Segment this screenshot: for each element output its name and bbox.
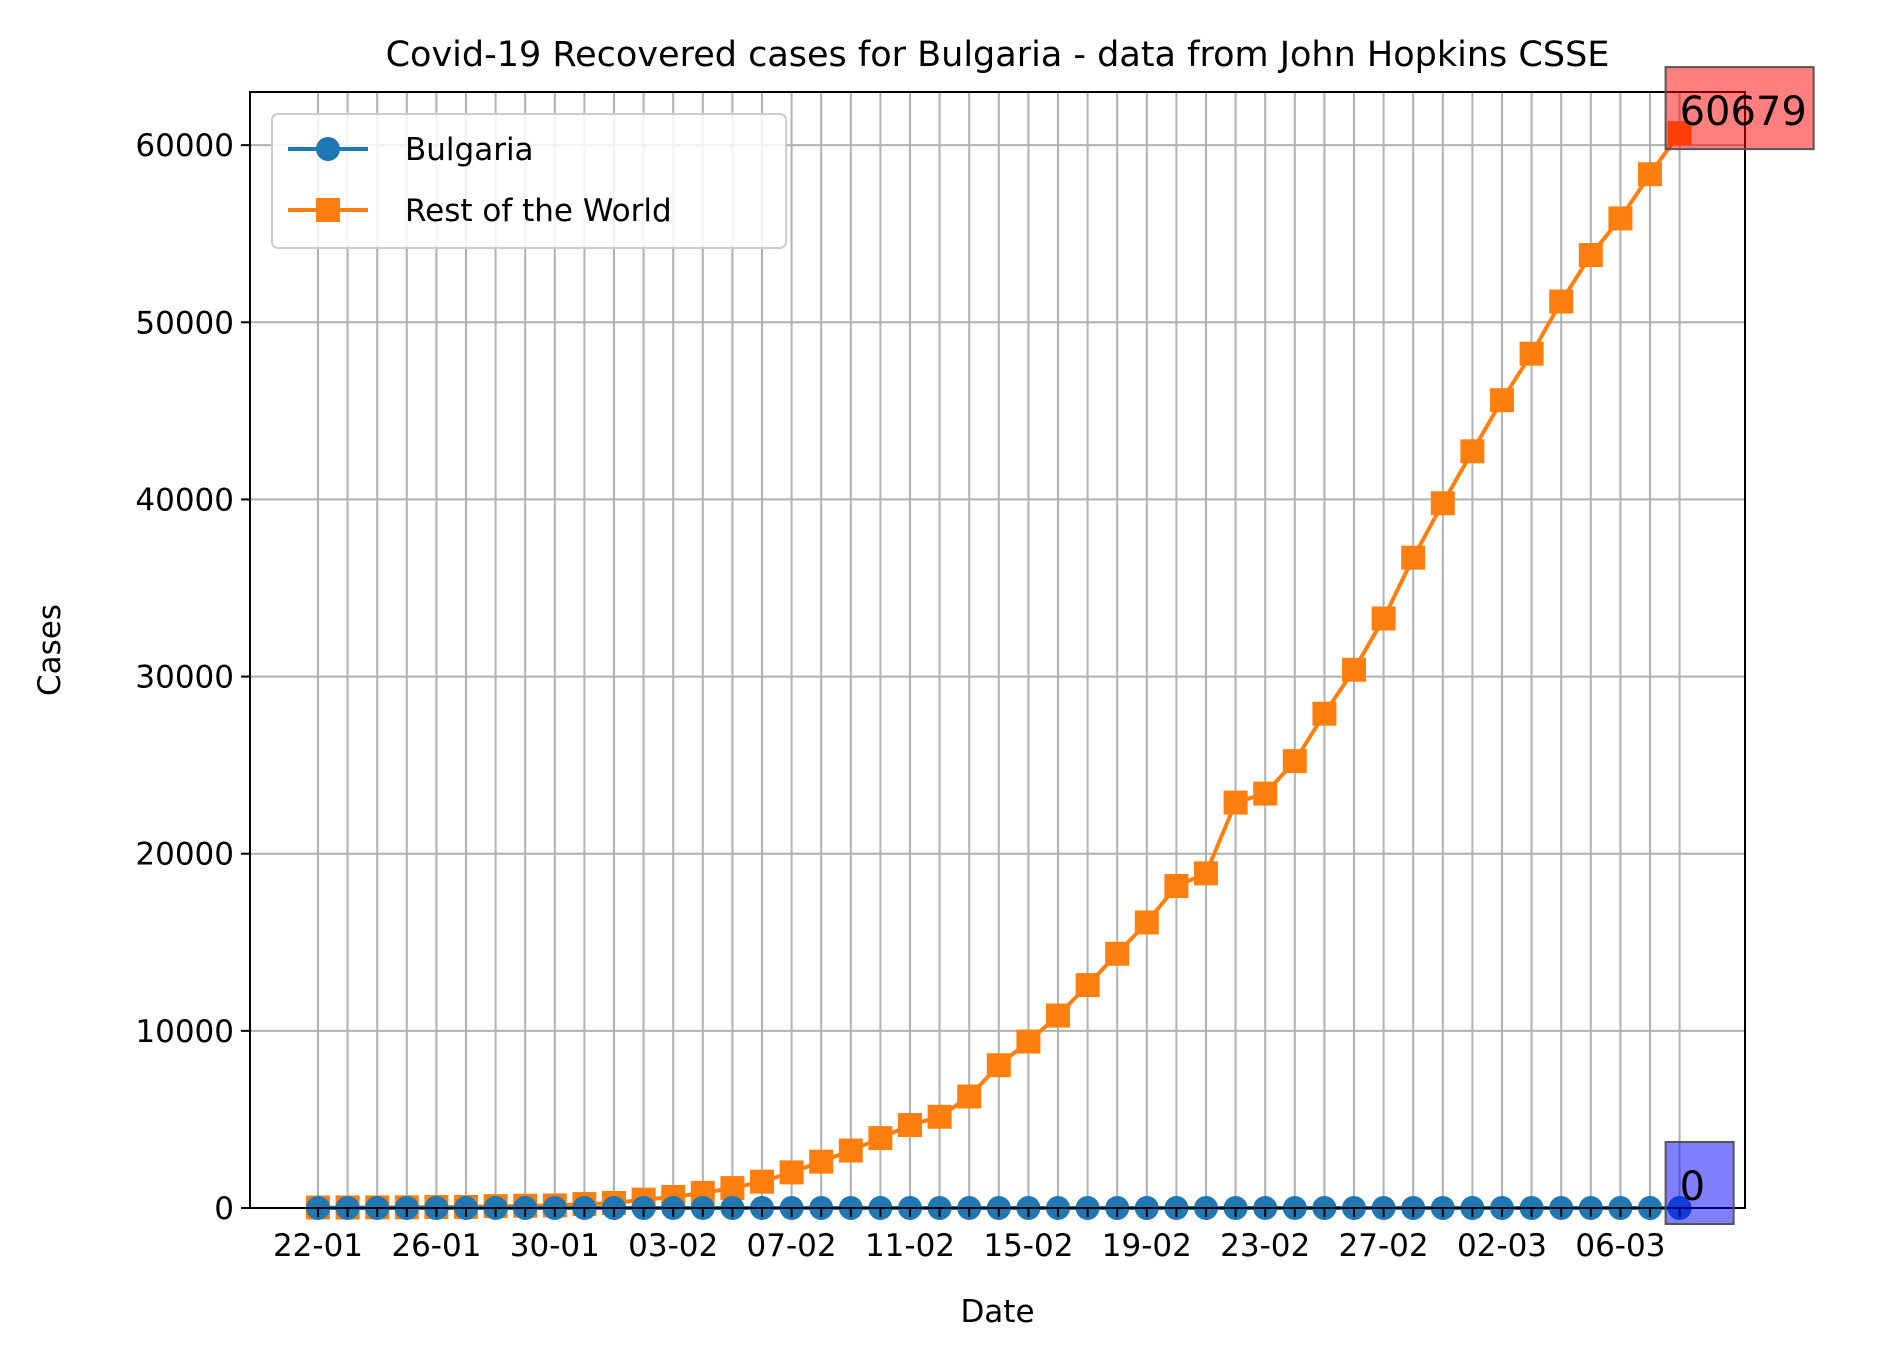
data-point	[1016, 1029, 1041, 1054]
data-point	[1519, 341, 1544, 366]
chart-title: Covid-19 Recovered cases for Bulgaria - …	[386, 35, 1610, 75]
ticks: 22-01 26-01 30-01 03-02 07-02 11-02 15-02 19-02…	[135, 128, 1681, 1264]
data-point	[1490, 388, 1514, 413]
x-tick-label: 11-02	[865, 1228, 955, 1264]
x-tick-label: 30-01	[510, 1228, 600, 1264]
x-tick-label: 07-02	[747, 1228, 837, 1264]
legend-marker	[316, 137, 340, 161]
value-annotation-box	[1664, 66, 1815, 151]
data-point	[1046, 1003, 1070, 1028]
data-point	[1194, 861, 1218, 886]
data-point	[1105, 941, 1130, 966]
data-point	[1549, 289, 1574, 314]
data-point	[986, 1053, 1011, 1078]
data-point	[868, 1126, 893, 1151]
x-tick-label: 27-02	[1339, 1228, 1429, 1264]
legend: Bulgaria Rest of the World	[271, 113, 787, 249]
data-point	[779, 1160, 804, 1185]
data-point	[1371, 606, 1396, 631]
value-annotation-label: 60679	[1680, 89, 1807, 135]
x-tick-label: 03-02	[628, 1228, 718, 1264]
data-point	[1282, 749, 1307, 774]
x-axis-label: Date	[960, 1294, 1034, 1330]
x-tick-label: 06-03	[1575, 1228, 1665, 1264]
y-tick-label: 0	[214, 1191, 234, 1227]
x-tick-label: 15-02	[983, 1228, 1073, 1264]
data-point	[1401, 545, 1426, 570]
y-tick-label: 50000	[135, 305, 234, 341]
value-annotation-label: 0	[1680, 1164, 1705, 1210]
legend-label: Rest of the World	[405, 193, 672, 229]
y-tick-label: 60000	[135, 128, 234, 164]
x-tick-label: 22-01	[273, 1228, 363, 1264]
y-tick-label: 10000	[135, 1014, 234, 1050]
data-point	[1134, 910, 1159, 935]
y-tick-label: 40000	[135, 482, 234, 518]
data-point	[957, 1084, 982, 1109]
data-point	[750, 1169, 774, 1194]
data-point	[1430, 491, 1455, 516]
data-point	[838, 1138, 863, 1163]
data-point	[1460, 439, 1485, 464]
data-point	[1608, 206, 1633, 231]
data-point	[1342, 657, 1366, 682]
y-axis-label: Cases	[32, 604, 68, 696]
data-point	[1075, 973, 1100, 998]
x-tick-label: 26-01	[391, 1228, 481, 1264]
x-tick-label: 23-02	[1220, 1228, 1310, 1264]
legend-marker	[316, 198, 340, 222]
data-point	[1253, 781, 1278, 806]
data-point	[1164, 874, 1189, 899]
data-point	[898, 1113, 922, 1138]
y-tick-label: 30000	[135, 660, 234, 696]
y-tick-label: 20000	[135, 837, 234, 873]
annotations: 60679 0	[1664, 66, 1815, 1225]
data-point	[1578, 243, 1603, 268]
x-tick-label: 02-03	[1457, 1228, 1547, 1264]
data-point	[1312, 701, 1337, 726]
data-point	[1638, 162, 1662, 187]
data-point	[927, 1104, 952, 1129]
x-tick-label: 19-02	[1102, 1228, 1192, 1264]
data-point	[1223, 790, 1248, 815]
data-point	[809, 1149, 834, 1174]
value-annotation-box	[1664, 1141, 1735, 1225]
legend-box	[271, 113, 787, 249]
plot-frame	[249, 91, 1746, 1209]
legend-label: Bulgaria	[405, 132, 534, 168]
